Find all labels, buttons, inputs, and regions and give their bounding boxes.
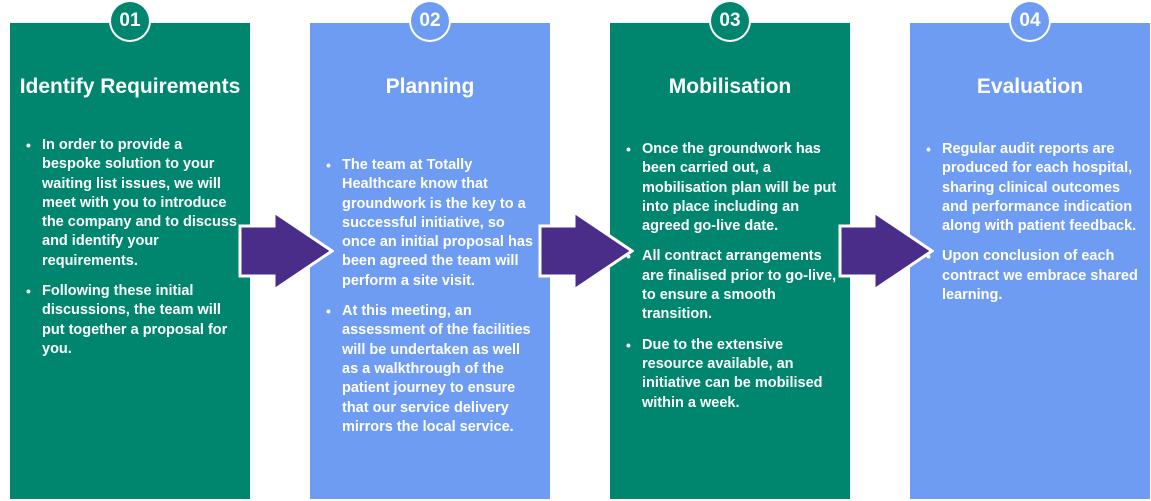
bullet-icon: • bbox=[926, 248, 931, 265]
step-planning: 02 Planning • The team at Totally Healthc… bbox=[310, 0, 550, 499]
bullet-icon: • bbox=[26, 137, 31, 153]
bullet-text: Once the groundwork has been carried out… bbox=[642, 141, 837, 235]
step-number-badge: 03 bbox=[709, 0, 751, 42]
bullet-item: • Once the groundwork has been carried ou… bbox=[624, 140, 840, 236]
step-number-badge: 02 bbox=[409, 0, 451, 42]
bullet-item: • Regular audit reports are produced for … bbox=[924, 140, 1140, 236]
bullet-text: Following these initial discussions, the… bbox=[42, 283, 228, 357]
bullet-icon: • bbox=[26, 283, 31, 300]
step-title: Evaluation bbox=[976, 74, 1084, 98]
step-title: Identify Requirements bbox=[19, 74, 241, 98]
bullet-icon: • bbox=[626, 141, 631, 157]
step-number-badge: 01 bbox=[109, 0, 151, 42]
bullet-text: Due to the extensive resource available,… bbox=[642, 336, 823, 411]
bullet-icon: • bbox=[626, 336, 631, 353]
arrow-right-icon bbox=[838, 210, 934, 292]
bullet-text: In order to provide a bespoke solution t… bbox=[42, 137, 237, 269]
bullet-text: The team at Totally Healthcare know that… bbox=[342, 157, 533, 289]
bullet-text: All contract arrangements are finalised … bbox=[642, 248, 837, 323]
bullet-item: • Upon conclusion of each contract we emb… bbox=[924, 247, 1140, 305]
step-title: Planning bbox=[385, 74, 475, 98]
bullet-icon: • bbox=[326, 157, 331, 173]
arrow-right-icon bbox=[538, 210, 634, 292]
bullet-text: Upon conclusion of each contract we embr… bbox=[942, 248, 1138, 304]
step-bullet-list: • The team at Totally Healthcare know tha… bbox=[324, 156, 540, 448]
step-bullet-list: • Once the groundwork has been carried ou… bbox=[624, 140, 840, 424]
bullet-item: • Following these initial discussions, th… bbox=[24, 282, 240, 359]
step-bullet-list: • Regular audit reports are produced for … bbox=[924, 140, 1140, 316]
arrow-right-icon bbox=[238, 210, 334, 292]
step-mobilisation: 03 Mobilisation • Once the groundwork has… bbox=[610, 0, 850, 499]
step-identify-requirements: 01 Identify Requirements • In order to pr… bbox=[10, 0, 250, 499]
bullet-item: • Due to the extensive resource available… bbox=[624, 336, 840, 413]
bullet-item: • All contract arrangements are finalised… bbox=[624, 247, 840, 324]
bullet-item: • In order to provide a bespoke solution … bbox=[24, 136, 240, 271]
step-evaluation: 04 Evaluation • Regular audit reports are… bbox=[910, 0, 1150, 499]
step-number: 01 bbox=[111, 2, 149, 40]
step-bullet-list: • In order to provide a bespoke solution … bbox=[24, 136, 240, 370]
bullet-text: At this meeting, an assessment of the fa… bbox=[342, 303, 531, 435]
step-number: 02 bbox=[411, 2, 449, 40]
step-title: Mobilisation bbox=[668, 74, 792, 98]
bullet-text: Regular audit reports are produced for e… bbox=[942, 141, 1137, 235]
bullet-icon: • bbox=[626, 248, 631, 265]
step-number: 03 bbox=[711, 2, 749, 40]
bullet-icon: • bbox=[326, 303, 331, 320]
step-number: 04 bbox=[1011, 2, 1049, 40]
bullet-item: • The team at Totally Healthcare know tha… bbox=[324, 156, 540, 291]
bullet-item: • At this meeting, an assessment of the f… bbox=[324, 302, 540, 437]
bullet-icon: • bbox=[926, 141, 931, 157]
step-number-badge: 04 bbox=[1009, 0, 1051, 42]
